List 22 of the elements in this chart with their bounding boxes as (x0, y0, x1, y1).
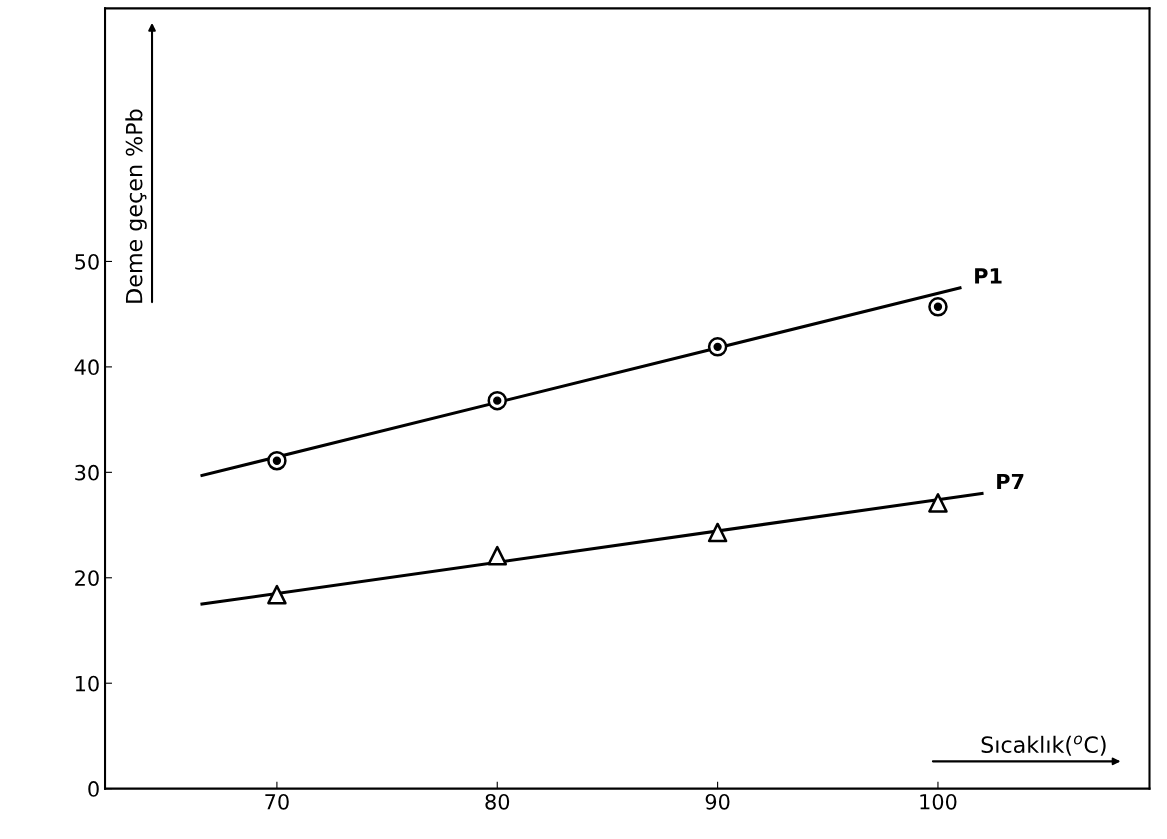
point (928, 297, 948, 317)
y-axis-title: Deme geçen %Pb (125, 109, 147, 303)
series-label: P7 (997, 473, 1024, 490)
point (928, 493, 948, 513)
y-tick-label: 10 (75, 675, 99, 692)
x-tick-label: 100 (920, 793, 957, 810)
x-tick-label: 80 (485, 793, 510, 810)
series-label: P1 (975, 268, 1002, 284)
y-tick-label: 50 (75, 253, 99, 270)
x-tick-label: 90 (705, 793, 730, 810)
point (707, 522, 728, 543)
y-tick-label: 40 (74, 359, 99, 376)
point (707, 337, 728, 357)
y-tick-label: 0 (88, 781, 99, 797)
point (487, 545, 508, 566)
point (267, 450, 287, 471)
y-tick-label: 30 (75, 464, 99, 481)
x-tick-label: 70 (265, 793, 289, 810)
x-axis-title: Sıcaklık($^{o}$C) (981, 735, 1106, 756)
point (267, 584, 287, 605)
y-tick-label: 20 (75, 570, 99, 586)
point (487, 390, 508, 411)
